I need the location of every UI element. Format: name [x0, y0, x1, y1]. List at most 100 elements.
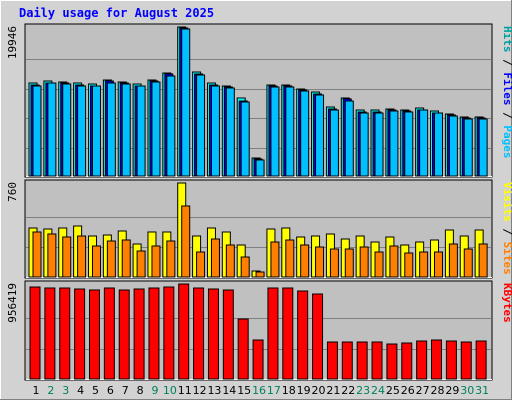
plot-area — [24, 23, 493, 178]
day-label-8: 8 — [137, 384, 144, 397]
bar-pages-day-29 — [448, 115, 458, 177]
bar-kbytes-day-21 — [326, 341, 338, 380]
day-label-16: 16 — [252, 384, 266, 397]
bar-pages-day-21 — [329, 109, 339, 177]
bar-pages-day-26 — [404, 111, 414, 177]
series-sites — [32, 205, 488, 278]
legend-entry: / — [501, 53, 512, 73]
bar-pages-day-3 — [62, 83, 72, 177]
panel-kbytes: 956419 KBytes — [6, 280, 512, 381]
bar-sites-day-9 — [151, 245, 161, 278]
bar-kbytes-day-31 — [475, 340, 487, 380]
day-label-31: 31 — [475, 384, 489, 397]
panel-visits-sites: 760 Visits / Sites — [6, 179, 512, 279]
bar-sites-day-2 — [47, 233, 57, 278]
bar-pages-day-27 — [419, 109, 429, 177]
panel-hits-files-pages: 19946 Hits / Files / Pages — [6, 23, 512, 178]
bar-sites-day-13 — [210, 238, 220, 278]
bar-kbytes-day-28 — [431, 339, 443, 380]
bar-pages-day-2 — [47, 82, 57, 177]
day-label-18: 18 — [282, 384, 296, 397]
bar-pages-day-30 — [463, 118, 473, 177]
legend-hits-files-pages: Hits / Files / Pages — [501, 26, 512, 159]
day-label-2: 2 — [47, 384, 54, 397]
legend-entry: Pages — [501, 125, 512, 158]
bar-kbytes-day-19 — [297, 290, 309, 380]
bar-pages-day-5 — [91, 85, 101, 177]
bar-sites-day-4 — [77, 235, 87, 278]
bar-sites-day-21 — [329, 248, 339, 278]
day-label-25: 25 — [386, 384, 400, 397]
bar-sites-day-27 — [419, 251, 429, 278]
bar-kbytes-day-7 — [118, 289, 130, 380]
day-label-17: 17 — [267, 384, 281, 397]
bar-pages-day-22 — [344, 100, 354, 177]
bar-sites-day-14 — [225, 244, 235, 278]
legend-entry: Files — [501, 72, 512, 105]
chart-panels: 19946 Hits / Files / Pages 760 Visits / Sit… — [6, 23, 512, 381]
bar-sites-day-17 — [270, 241, 280, 278]
bar-sites-day-29 — [448, 243, 458, 278]
bar-kbytes-day-24 — [371, 341, 383, 380]
day-label-7: 7 — [122, 384, 129, 397]
bar-sites-day-22 — [344, 248, 354, 278]
bar-pages-day-25 — [389, 110, 399, 177]
bar-sites-day-10 — [166, 240, 176, 278]
bar-kbytes-day-1 — [29, 286, 41, 380]
bar-sites-day-8 — [136, 250, 146, 278]
bar-kbytes-day-12 — [193, 287, 205, 380]
bar-kbytes-day-3 — [59, 287, 71, 380]
bar-kbytes-day-8 — [133, 288, 145, 380]
bar-sites-day-18 — [285, 239, 295, 278]
day-label-3: 3 — [62, 384, 69, 397]
series-pages — [32, 28, 488, 177]
day-label-29: 29 — [445, 384, 459, 397]
day-label-22: 22 — [341, 384, 355, 397]
day-label-30: 30 — [460, 384, 474, 397]
max-value-label: 760 — [6, 182, 19, 202]
day-label-4: 4 — [77, 384, 84, 397]
bar-kbytes-day-11 — [178, 283, 190, 380]
bar-pages-day-4 — [77, 85, 87, 177]
day-label-28: 28 — [431, 384, 445, 397]
bar-sites-day-30 — [463, 248, 473, 278]
day-label-9: 9 — [151, 384, 158, 397]
bar-kbytes-day-2 — [44, 287, 56, 380]
bar-pages-day-20 — [315, 94, 325, 177]
bar-kbytes-day-4 — [74, 288, 86, 380]
legend-entry: Sites — [501, 242, 512, 275]
day-label-24: 24 — [371, 384, 385, 397]
bar-pages-day-14 — [225, 87, 235, 177]
day-label-12: 12 — [193, 384, 207, 397]
bar-sites-day-11 — [181, 205, 191, 278]
bar-sites-day-12 — [196, 251, 206, 278]
bar-kbytes-day-15 — [237, 318, 249, 380]
max-value-label: 956419 — [6, 283, 19, 323]
day-label-10: 10 — [163, 384, 177, 397]
bar-kbytes-day-14 — [222, 289, 234, 380]
bar-pages-day-6 — [106, 82, 116, 177]
bar-sites-day-24 — [374, 251, 384, 278]
day-label-11: 11 — [178, 384, 192, 397]
bar-kbytes-day-22 — [341, 341, 353, 380]
bar-kbytes-day-25 — [386, 343, 398, 380]
bar-pages-day-10 — [166, 75, 176, 177]
bar-kbytes-day-9 — [148, 287, 160, 380]
bar-pages-day-24 — [374, 112, 384, 177]
bar-kbytes-day-16 — [252, 339, 264, 380]
bar-sites-day-19 — [300, 244, 310, 278]
chart-title: Daily usage for August 2025 — [19, 6, 214, 20]
bar-pages-day-1 — [32, 85, 42, 177]
bar-kbytes-day-18 — [282, 287, 294, 380]
day-label-5: 5 — [92, 384, 99, 397]
bar-kbytes-day-26 — [401, 342, 413, 380]
bar-sites-day-26 — [404, 252, 414, 278]
bar-pages-day-11 — [181, 28, 191, 177]
day-label-26: 26 — [401, 384, 415, 397]
day-label-20: 20 — [312, 384, 326, 397]
bar-pages-day-28 — [434, 112, 444, 177]
bar-sites-day-20 — [315, 246, 325, 278]
day-label-27: 27 — [416, 384, 430, 397]
bar-sites-day-3 — [62, 236, 72, 278]
